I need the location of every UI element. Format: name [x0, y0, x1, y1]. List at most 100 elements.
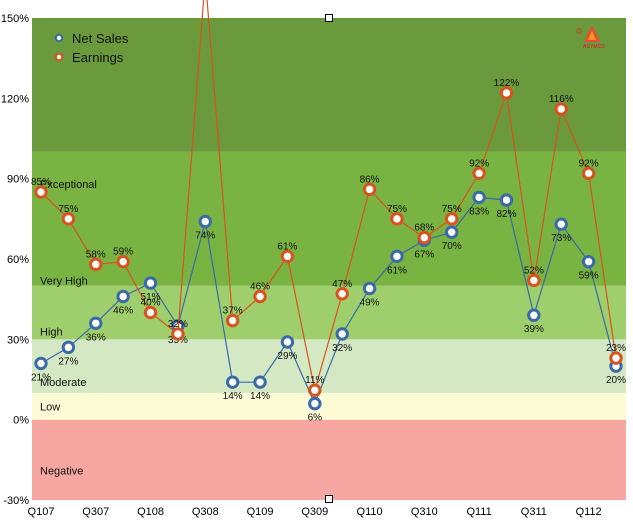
data-label: 61%: [387, 265, 407, 276]
legend-label: Earnings: [72, 50, 124, 65]
data-label: 70%: [442, 241, 462, 252]
data-point: [34, 185, 48, 199]
band-label: Moderate: [40, 377, 86, 389]
data-label: 58%: [86, 249, 106, 260]
selection-handles[interactable]: [325, 14, 333, 503]
data-point: [362, 182, 377, 197]
data-point: [472, 166, 486, 181]
y-tick-label: 120%: [1, 93, 29, 105]
data-point: [253, 289, 267, 304]
legend-label: Net Sales: [72, 31, 129, 46]
x-tick-label: Q109: [247, 506, 274, 518]
data-label: 52%: [524, 265, 544, 276]
data-label: 46%: [250, 281, 270, 292]
band-very-high: [32, 151, 626, 286]
data-point: [280, 249, 295, 264]
logo-mark: ©: [576, 27, 582, 36]
data-label: 85%: [31, 177, 51, 188]
data-label: 59%: [113, 247, 133, 258]
data-point: [61, 340, 76, 355]
band-label: Negative: [40, 466, 83, 478]
data-point: [116, 289, 130, 304]
data-label: 14%: [223, 391, 243, 402]
x-tick-label: Q107: [28, 506, 55, 518]
band-exceptional: [32, 18, 626, 152]
data-label: 67%: [414, 249, 434, 260]
data-label: 23%: [606, 343, 626, 354]
data-point: [280, 335, 295, 349]
data-label: 75%: [442, 204, 462, 215]
data-point: [89, 316, 103, 330]
data-point: [335, 287, 349, 301]
data-point: [116, 254, 130, 269]
data-point: [499, 86, 514, 100]
data-label: 49%: [360, 297, 380, 308]
data-label: 20%: [606, 375, 626, 386]
data-point: [445, 225, 459, 239]
x-tick-label: Q111: [466, 506, 491, 518]
x-tick-label: Q308: [192, 506, 219, 518]
x-tick-label: Q108: [137, 506, 164, 518]
data-point: [554, 102, 568, 116]
x-tick-label: Q310: [411, 506, 438, 518]
band-label: Very High: [40, 275, 88, 287]
y-tick-label: 0%: [13, 415, 29, 427]
band-negative: [32, 419, 626, 500]
resize-handle[interactable]: [325, 495, 333, 503]
data-point: [527, 273, 541, 288]
plot-area: 21%27%36%46%51%35%74%14%14%29%6%32%49%61…: [31, 0, 626, 424]
legend: Net Sales Earnings: [54, 31, 129, 65]
band-label: High: [40, 326, 63, 338]
y-tick-label: 60%: [7, 254, 29, 266]
data-label: 36%: [86, 332, 106, 343]
data-label: 6%: [308, 413, 323, 424]
data-point: [472, 190, 486, 205]
data-point: [581, 254, 596, 269]
data-point: [198, 214, 212, 229]
asymco-logo-icon: © ASYMCO: [576, 25, 605, 50]
data-label: 11%: [305, 375, 324, 386]
x-tick-label: Q309: [301, 506, 328, 518]
data-point: [171, 327, 185, 341]
data-label: 32%: [332, 343, 352, 354]
data-point: [554, 217, 568, 231]
data-point: [527, 308, 541, 322]
data-label: 29%: [277, 351, 297, 362]
band-high: [32, 285, 626, 340]
data-label: 92%: [469, 158, 489, 169]
data-label: 75%: [387, 204, 407, 215]
data-label: 83%: [469, 206, 489, 217]
data-label: 82%: [496, 209, 516, 220]
data-point: [89, 257, 103, 272]
data-point: [390, 249, 404, 264]
data-label: 51%: [141, 292, 161, 303]
data-label: 116%: [549, 94, 574, 105]
data-point: [335, 327, 349, 341]
y-tick-label: 30%: [7, 334, 29, 346]
x-tick-label: Q307: [82, 506, 109, 518]
data-point: [143, 276, 158, 290]
data-label: 74%: [195, 231, 215, 242]
band-low: [32, 392, 626, 420]
logo-triangle-inner: [588, 31, 596, 40]
legend-marker: [54, 33, 64, 43]
series-line-earnings: [40, 0, 617, 391]
data-label: 122%: [494, 78, 520, 89]
data-label: 59%: [579, 271, 599, 282]
data-label: 75%: [58, 204, 78, 215]
data-label: 37%: [223, 306, 243, 317]
data-label: 73%: [551, 233, 571, 244]
data-point: [34, 356, 48, 371]
y-tick-label: 90%: [7, 174, 29, 186]
data-point: [225, 313, 240, 328]
data-label: 86%: [360, 174, 380, 185]
performance-bands: Negative Low Moderate High Very High Exceptio…: [32, 18, 626, 500]
data-point: [581, 166, 596, 181]
resize-handle[interactable]: [325, 14, 333, 22]
data-point: [225, 375, 240, 389]
logo-text: ASYMCO: [583, 44, 605, 50]
data-point: [61, 212, 76, 226]
data-label: 47%: [332, 279, 352, 290]
data-label: 61%: [277, 241, 297, 252]
band-label: Exceptional: [40, 179, 97, 191]
